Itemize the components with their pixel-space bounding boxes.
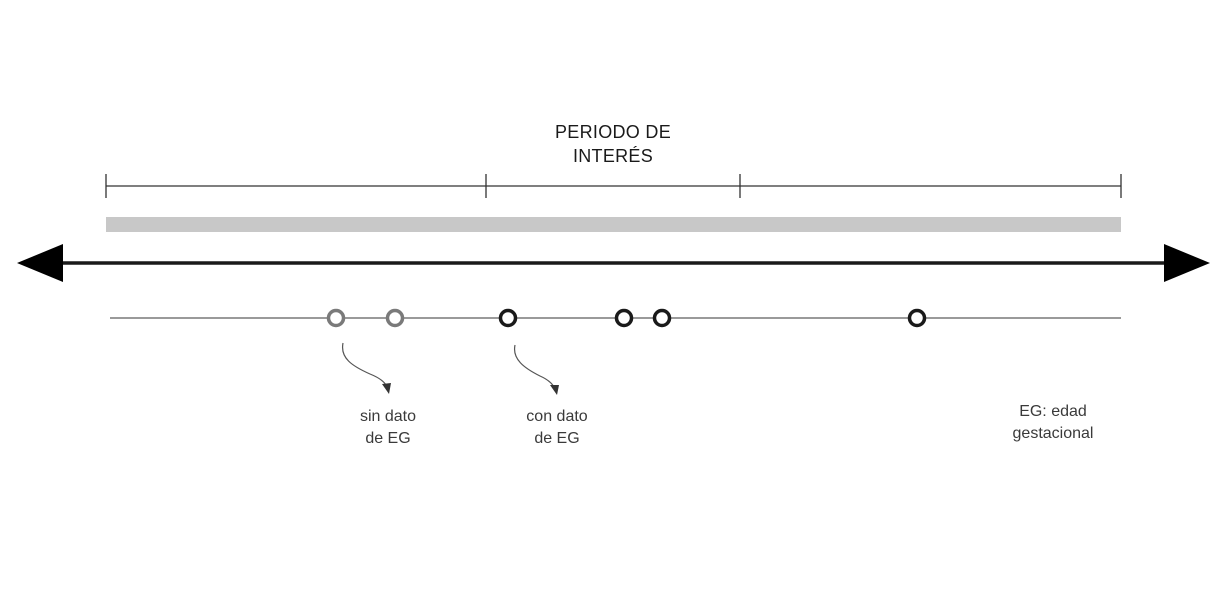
event-markers [326,308,927,328]
without-ga-label: sin dato de EG [328,406,448,450]
with-ga-label: con dato de EG [497,406,617,450]
event-marker-without-ga [385,308,405,328]
label-line: de EG [534,430,580,447]
event-marker-without-ga [326,308,346,328]
period-of-interest-title: PERIODO DE INTERÉS [500,120,726,168]
label-line: con dato [526,408,588,425]
event-marker-with-ga [614,308,634,328]
event-marker-with-ga [907,308,927,328]
legend-line: EG: edad [1019,403,1087,420]
event-marker-with-ga [652,308,672,328]
legend-line: gestacional [1012,425,1094,442]
label-line: de EG [365,430,411,447]
event-marker-with-ga [498,308,518,328]
period-bar [106,217,1121,232]
curved-arrow-icon [341,342,391,394]
curved-arrow-icon [513,344,559,395]
title-line: PERIODO DE [554,122,672,142]
abbreviation-legend: EG: edad gestacional [978,401,1128,445]
label-line: sin dato [359,408,417,425]
arrowhead-left-icon [17,244,63,282]
arrowhead-right-icon [1164,244,1210,282]
title-line: INTERÉS [572,146,654,166]
period-bracket [105,174,1122,198]
